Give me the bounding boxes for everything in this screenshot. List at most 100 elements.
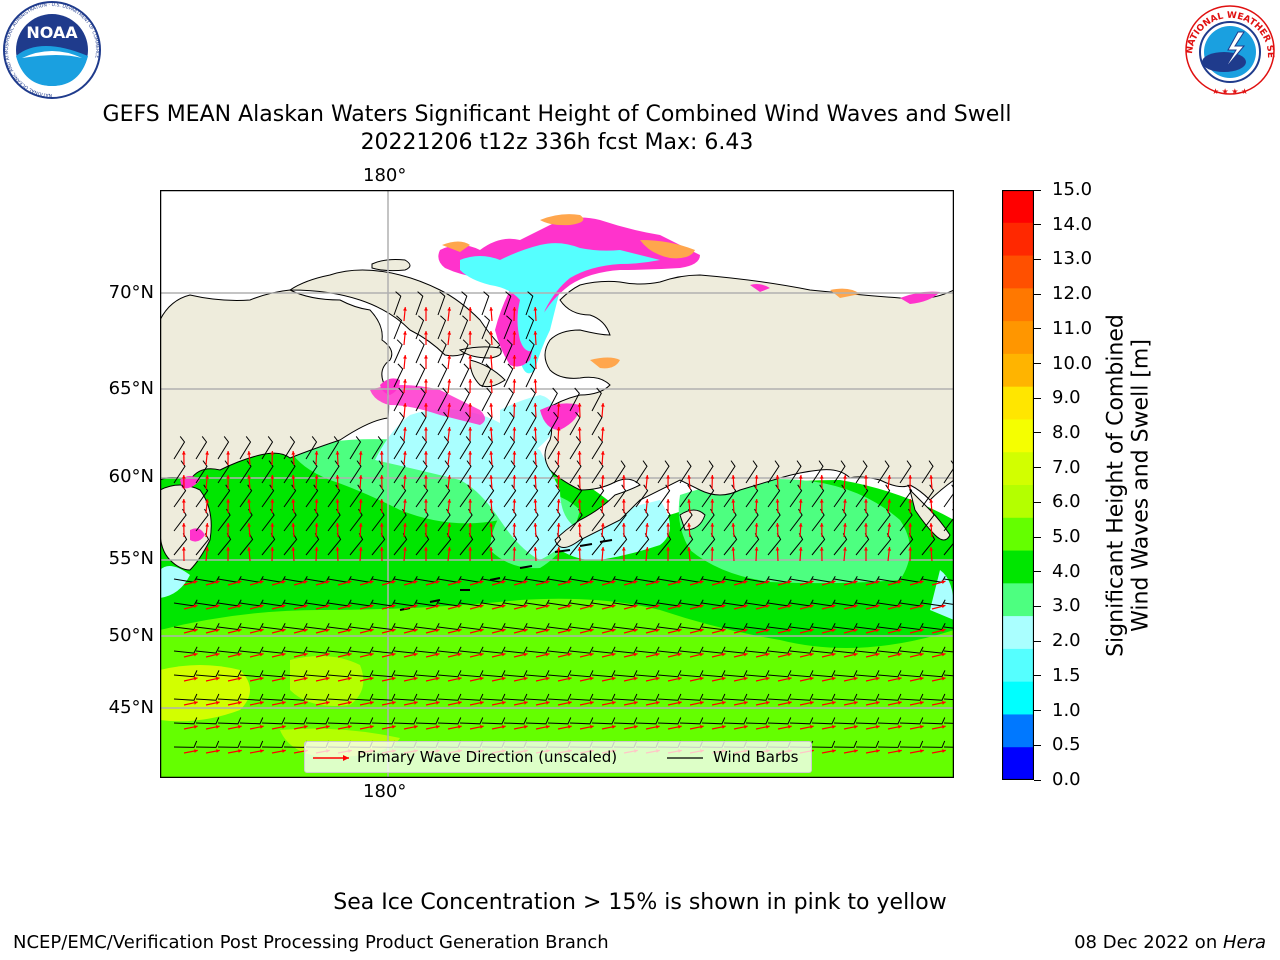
- wave-direction-arrow: [535, 700, 550, 706]
- wave-direction-arrow: [777, 604, 792, 610]
- wave-direction-arrow: [556, 426, 561, 442]
- wave-direction-arrow: [226, 546, 230, 562]
- wind-barb: [217, 623, 242, 631]
- wave-direction-arrow: [929, 546, 934, 562]
- wave-direction-arrow: [424, 307, 428, 321]
- wave-direction-arrow: [931, 652, 946, 658]
- wave-direction-arrow: [293, 628, 308, 634]
- wave-direction-arrow: [424, 547, 428, 561]
- wave-direction-arrow: [557, 676, 572, 682]
- wave-direction-arrow: [556, 450, 561, 466]
- wave-direction-arrow: [468, 522, 473, 538]
- wave-direction-arrow: [447, 403, 452, 418]
- wave-direction-arrow: [667, 652, 682, 658]
- wave-direction-arrow: [645, 604, 660, 610]
- wind-barb: [811, 623, 836, 631]
- wave-direction-arrow: [600, 474, 605, 490]
- wind-barb: [525, 315, 535, 340]
- wave-direction-arrow: [205, 580, 220, 586]
- wave-direction-arrow: [447, 523, 452, 538]
- wave-direction-arrow: [226, 522, 230, 538]
- wind-barb: [635, 484, 649, 508]
- wind-barb: [701, 623, 726, 631]
- wind-barb: [459, 484, 473, 508]
- wind-barb: [899, 460, 912, 484]
- wave-direction-arrow: [381, 652, 396, 658]
- wave-direction-arrow: [271, 580, 286, 586]
- wave-direction-arrow: [887, 652, 902, 658]
- colorbar-swatch: [1002, 485, 1034, 519]
- wave-direction-arrow: [931, 580, 946, 586]
- wave-direction-arrow: [623, 700, 638, 706]
- wave-direction-arrow: [227, 580, 242, 586]
- wind-barb: [591, 670, 616, 678]
- footer-host: Hera: [1222, 932, 1266, 953]
- wave-direction-arrow: [512, 354, 517, 370]
- wave-direction-arrow: [447, 604, 462, 610]
- wave-direction-arrow: [687, 499, 691, 514]
- wave-direction-arrow: [468, 378, 473, 394]
- wind-barb: [503, 291, 512, 316]
- wind-barb: [195, 670, 220, 678]
- wave-direction-arrow: [337, 725, 352, 730]
- wave-direction-arrow: [381, 628, 396, 634]
- wave-direction-arrow: [600, 450, 605, 466]
- colorbar-tick-mark: [1034, 293, 1041, 295]
- wave-direction-arrow: [227, 725, 242, 730]
- wave-direction-arrow: [733, 628, 748, 634]
- wind-barb: [745, 623, 770, 631]
- wave-direction-arrow: [227, 628, 242, 634]
- wave-direction-arrow: [491, 700, 506, 706]
- wind-barb: [349, 717, 374, 725]
- wave-direction-arrow: [533, 402, 538, 418]
- wind-barb: [173, 623, 198, 631]
- wave-direction-arrow: [358, 522, 363, 538]
- wave-direction-arrow: [227, 652, 242, 658]
- wind-barb: [217, 740, 242, 748]
- wave-direction-arrow: [755, 725, 770, 730]
- wave-direction-arrow: [687, 547, 691, 562]
- wave-direction-arrow: [249, 604, 264, 610]
- wind-barb: [437, 291, 446, 316]
- wave-direction-arrow: [314, 450, 319, 466]
- wind-barb: [855, 460, 868, 484]
- wind-barb: [327, 670, 352, 678]
- wind-barb: [393, 339, 403, 364]
- wave-direction-arrow: [733, 700, 748, 706]
- wave-direction-arrow: [579, 628, 594, 634]
- wave-direction-arrow: [205, 523, 209, 538]
- wave-direction-arrow: [205, 451, 209, 466]
- wave-direction-arrow: [403, 475, 407, 490]
- wave-direction-arrow: [755, 580, 770, 586]
- wave-direction-arrow: [403, 523, 407, 538]
- wave-direction-arrow: [469, 700, 484, 706]
- wave-direction-arrow: [337, 580, 352, 586]
- wind-barb: [437, 717, 462, 725]
- wave-direction-arrow: [359, 628, 374, 634]
- wind-barb: [723, 693, 748, 701]
- wave-direction-arrow: [579, 700, 594, 706]
- wind-barb: [657, 623, 682, 631]
- wind-barb: [745, 484, 759, 508]
- wind-barb: [349, 460, 362, 484]
- wave-direction-arrow: [513, 652, 528, 658]
- wave-direction-arrow: [489, 426, 494, 442]
- wave-direction-arrow: [535, 652, 550, 658]
- wave-direction-arrow: [777, 580, 792, 586]
- wave-direction-arrow: [689, 652, 704, 658]
- wave-direction-arrow: [909, 580, 924, 586]
- wind-barb: [481, 291, 490, 316]
- wave-direction-arrow: [447, 628, 462, 634]
- wind-barb: [503, 363, 514, 388]
- wave-direction-arrow: [205, 725, 220, 730]
- wave-direction-arrow: [777, 652, 792, 658]
- wave-direction-arrow: [799, 580, 814, 586]
- wind-barb: [195, 436, 208, 460]
- wind-barb: [481, 363, 492, 388]
- wind-barb: [789, 460, 802, 484]
- wave-direction-arrow: [293, 676, 308, 682]
- wave-direction-arrow: [469, 580, 484, 586]
- wind-barb: [877, 460, 890, 484]
- wave-direction-arrow: [711, 628, 726, 634]
- wave-direction-arrow: [579, 676, 594, 682]
